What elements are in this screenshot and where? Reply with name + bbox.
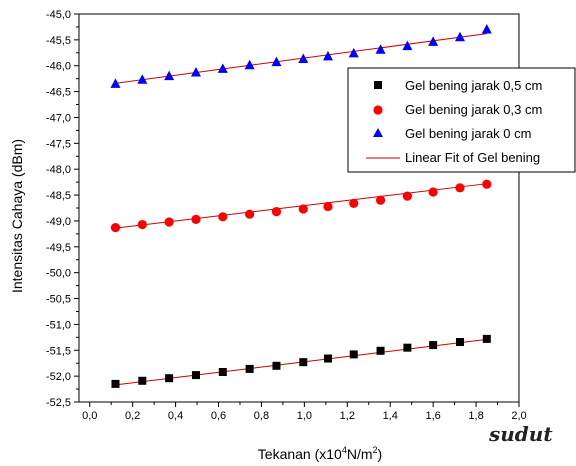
y-tick-label: -49,0	[46, 216, 71, 228]
data-point-triangle	[348, 47, 359, 58]
data-point-circle	[271, 207, 282, 217]
data-point-square	[299, 358, 308, 367]
data-point-circle	[349, 198, 359, 208]
data-point-circle	[245, 209, 255, 219]
x-tick-label: 0,6	[211, 410, 226, 422]
data-point-triangle	[271, 56, 282, 67]
x-tick-label: 2,0	[511, 410, 526, 422]
data-point-square	[245, 364, 254, 373]
y-axis: -45,0 -45,5 -46,0 -46,5 -47,0 -47,5 -48,0 -48,5…	[46, 9, 79, 409]
x-tick-label: 0,0	[82, 410, 97, 422]
data-point-circle	[164, 217, 174, 227]
x-tick-label: 1,4	[383, 410, 398, 422]
data-point-circle	[402, 191, 412, 201]
x-tick-label: 0,8	[254, 410, 269, 422]
data-point-square	[191, 371, 200, 380]
data-point-triangle	[375, 44, 386, 54]
x-axis-title-sup: 2	[373, 445, 378, 455]
data-point-triangle	[428, 36, 439, 46]
y-tick-label: -50,0	[46, 268, 71, 280]
x-axis-title-part: )	[378, 446, 383, 462]
data-point-square	[111, 379, 120, 388]
x-axis-title-sup: 4	[342, 445, 347, 455]
y-tick-label: -46,5	[46, 87, 71, 99]
legend-box	[347, 67, 576, 173]
y-tick-label: -48,5	[46, 190, 71, 202]
y-axis-title: Intensitas Cahaya (dBm)	[9, 139, 25, 293]
data-point-triangle	[298, 53, 309, 64]
data-point-circle	[110, 223, 121, 233]
watermark-text: sudut	[488, 422, 553, 446]
x-axis: 0,0 0,2 0,4 0,6 0,8 1,0 1,2 1,4 1,6 1,8 2,0	[82, 402, 527, 422]
x-axis-title-part: N/m	[347, 446, 373, 462]
legend-label-series-3: Gel bening jarak 0 cm	[405, 126, 531, 141]
data-point-circle	[137, 219, 147, 230]
data-point-square	[218, 367, 227, 376]
data-point-triangle	[322, 50, 333, 61]
data-point-square	[165, 374, 174, 383]
legend-marker-square	[374, 81, 382, 89]
data-point-triangle	[190, 66, 201, 77]
legend-marker-circle	[373, 105, 383, 115]
x-tick-label: 1,6	[425, 410, 440, 422]
x-tick-label: 1,2	[340, 410, 355, 422]
data-point-circle	[298, 204, 308, 214]
y-tick-label: -46,0	[46, 61, 71, 73]
data-point-square	[349, 350, 358, 359]
data-point-square	[376, 346, 385, 355]
y-tick-label: -50,5	[46, 294, 71, 306]
y-tick-label: -48,0	[46, 164, 71, 176]
data-point-circle	[191, 214, 201, 224]
legend: Gel bening jarak 0,5 cm Gel bening jarak…	[347, 67, 576, 173]
data-point-triangle	[454, 31, 465, 42]
data-point-square	[455, 337, 464, 346]
y-tick-label: -45,5	[46, 35, 71, 47]
data-point-circle	[482, 179, 492, 189]
data-point-square	[403, 343, 412, 352]
data-point-triangle	[164, 70, 175, 81]
data-point-circle	[375, 195, 386, 205]
x-tick-label: 1,8	[468, 410, 483, 422]
data-point-triangle	[244, 59, 255, 70]
data-point-square	[138, 376, 147, 385]
data-point-circle	[428, 187, 438, 197]
data-point-triangle	[110, 78, 121, 88]
data-point-square	[272, 361, 281, 370]
data-point-triangle	[217, 63, 228, 73]
data-point-square	[323, 354, 332, 363]
x-tick-label: 0,4	[168, 410, 183, 422]
data-point-square	[482, 334, 491, 343]
y-tick-label: -51,5	[46, 345, 71, 357]
x-axis-title-part: Tekanan (x10	[258, 446, 342, 462]
y-tick-label: -52,5	[46, 397, 71, 409]
legend-label-series-1: Gel bening jarak 0,5 cm	[405, 78, 542, 93]
data-point-triangle	[137, 74, 148, 84]
data-point-triangle	[402, 40, 413, 51]
x-tick-label: 1,0	[297, 410, 312, 422]
x-tick-label: 0,2	[125, 410, 140, 422]
data-point-circle	[218, 212, 228, 222]
data-points	[110, 24, 492, 388]
legend-label-series-2: Gel bening jarak 0,3 cm	[405, 102, 542, 117]
legend-label-fit: Linear Fit of Gel bening	[405, 150, 540, 165]
data-point-circle	[455, 183, 465, 193]
y-tick-label: -49,5	[46, 242, 71, 254]
data-point-circle	[323, 201, 333, 212]
data-point-triangle	[481, 24, 492, 34]
y-tick-label: -47,0	[46, 112, 71, 124]
x-axis-title: Tekanan (x104N/m2)	[258, 445, 382, 462]
y-tick-label: -52,0	[46, 371, 71, 383]
legend-marker-triangle	[373, 128, 383, 137]
y-tick-label: -45,0	[46, 9, 71, 21]
y-tick-label: -51,0	[46, 319, 71, 331]
y-tick-label: -47,5	[46, 138, 71, 150]
data-point-square	[429, 341, 438, 350]
